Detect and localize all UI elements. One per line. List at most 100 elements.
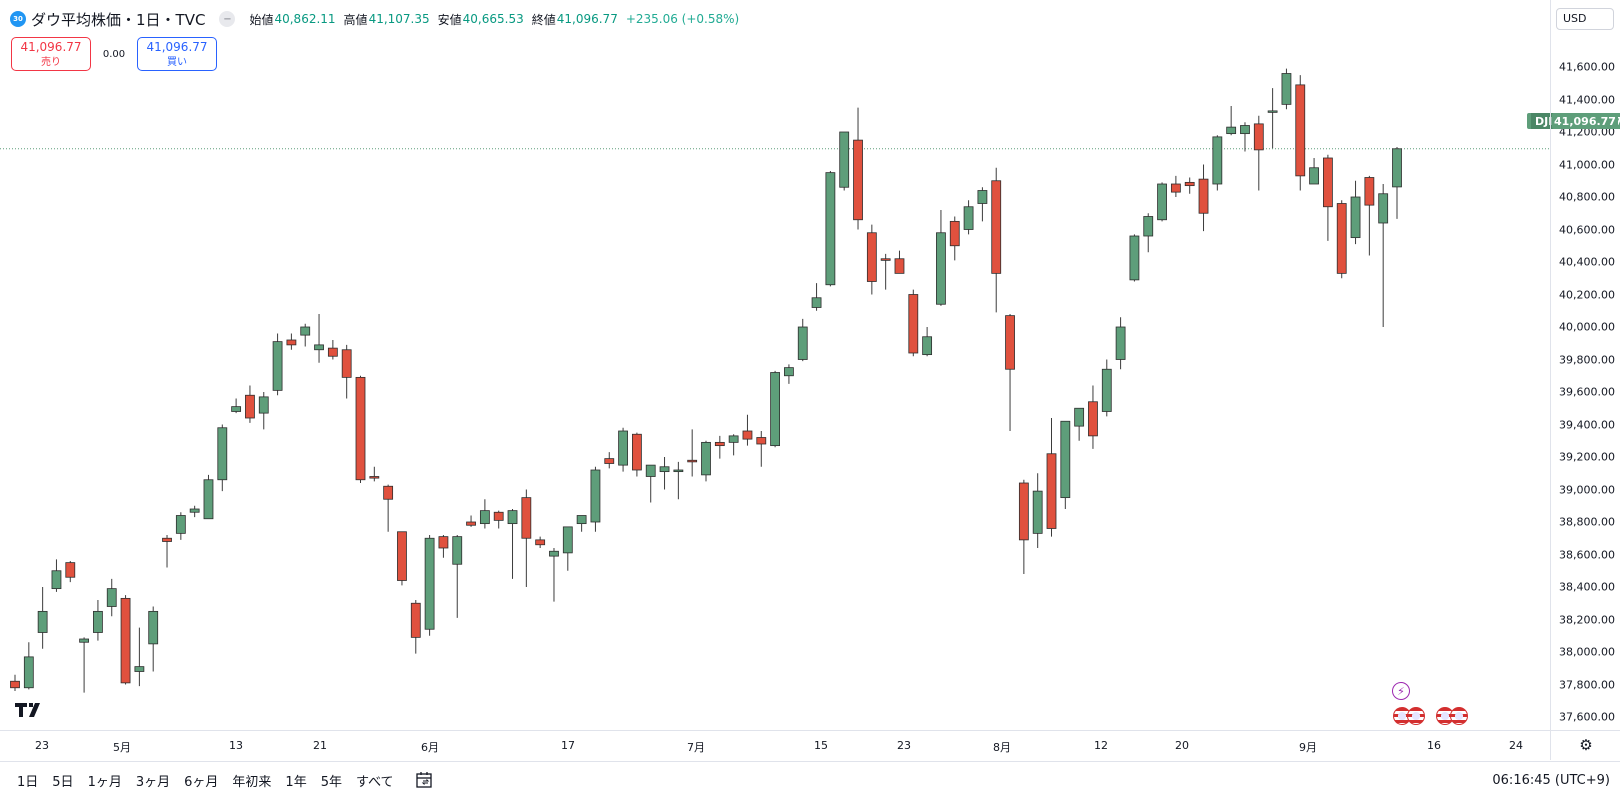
candle-body-up: [1378, 193, 1389, 224]
candle: [1253, 115, 1264, 191]
currency-selector[interactable]: USD: [1556, 8, 1614, 30]
low-value: 40,665.53: [462, 12, 524, 26]
candle-body-down: [714, 441, 725, 447]
candle: [37, 587, 48, 649]
candle-body-up: [37, 610, 48, 633]
candle-body-down: [410, 602, 421, 638]
range-button[interactable]: 年初来: [232, 774, 272, 790]
price-tick-label: 40,000.00: [1559, 320, 1615, 334]
candle-body-up: [797, 326, 808, 360]
candle: [438, 535, 449, 558]
candle-body-down: [1088, 401, 1098, 437]
candle-body-down: [1323, 157, 1333, 208]
candle-body-up: [1115, 326, 1126, 360]
candle: [286, 333, 297, 350]
range-button[interactable]: 5年: [320, 774, 342, 790]
symbol-badge[interactable]: 30: [10, 11, 26, 27]
time-tick-label: 20: [1175, 739, 1189, 752]
candle: [784, 364, 794, 384]
candle-body-up: [1032, 490, 1043, 534]
candle: [756, 431, 767, 467]
candle-body-up: [217, 427, 228, 481]
candle: [618, 427, 628, 472]
candle-body-down: [438, 536, 449, 549]
calendar-range-icon[interactable]: [415, 771, 433, 789]
spread-value: 0.00: [102, 48, 126, 60]
candle-body-up: [134, 666, 145, 672]
bottom-toolbar: 1日 5日 1ヶ月 3ヶ月 6ヶ月 年初来 1年 5年 すべて 06:16:45 (UTC+9): [0, 761, 1620, 798]
candle: [701, 440, 711, 482]
range-button[interactable]: 3ヶ月: [135, 774, 171, 790]
sell-button[interactable]: 41,096.77 売り: [11, 37, 91, 71]
us-flag-event-icon[interactable]: [1450, 707, 1468, 725]
candle: [245, 385, 255, 423]
candle-body-up: [314, 344, 324, 351]
candle: [1226, 106, 1237, 136]
symbol-legend: 30 ダウ平均株価・1日・TVC − 始値 40,862.11 高値 41,10…: [10, 9, 747, 29]
candle-body-up: [175, 515, 186, 534]
open-value: 40,862.11: [274, 12, 336, 26]
candle: [134, 627, 145, 687]
candle-body-up: [825, 172, 836, 286]
range-button[interactable]: すべて: [355, 774, 394, 790]
sell-label: 売り: [41, 57, 61, 68]
candle-body-up: [728, 435, 739, 443]
clock[interactable]: 06:16:45 (UTC+9): [1492, 772, 1610, 788]
candlestick-chart[interactable]: [0, 0, 1550, 730]
candle-body-up: [673, 469, 684, 473]
candle-body-up: [1281, 73, 1292, 105]
candle-body-up: [1240, 125, 1250, 135]
range-button[interactable]: 1年: [285, 774, 307, 790]
candle: [231, 398, 242, 414]
candle: [369, 466, 380, 482]
range-button[interactable]: 1ヶ月: [87, 774, 122, 790]
candle: [1060, 420, 1071, 509]
candle: [797, 318, 808, 362]
time-tick-label: 16: [1427, 739, 1441, 752]
candle-body-up: [51, 570, 62, 590]
price-axis[interactable]: 41,600.00 41,400.00 41,200.00 41,000.00 40,8…: [1550, 0, 1620, 730]
candle: [949, 216, 960, 261]
candle: [1170, 175, 1181, 197]
candle-body-down: [10, 680, 20, 689]
candle-body-up: [106, 588, 117, 607]
lightning-event-icon[interactable]: ⚡: [1392, 682, 1410, 700]
candle: [894, 250, 905, 274]
candle-body-down: [383, 485, 394, 500]
candle-body-up: [1212, 136, 1223, 185]
symbol-title[interactable]: ダウ平均株価・1日・TVC: [31, 10, 206, 29]
time-axis[interactable]: 23 5月 13 21 6月 17 7月 15 23 8月 12 20 9月 16 24: [0, 730, 1550, 760]
eye-toggle-icon[interactable]: −: [219, 11, 236, 27]
candle-body-up: [258, 396, 269, 414]
chart-pane[interactable]: 30 ダウ平均株価・1日・TVC − 始値 40,862.11 高値 41,10…: [0, 0, 1620, 730]
candle-body-down: [880, 258, 891, 261]
candle: [327, 340, 338, 360]
candle-body-down: [493, 511, 504, 521]
candle-body-up: [576, 515, 587, 525]
range-button[interactable]: 5日: [52, 774, 74, 790]
candle: [1378, 184, 1389, 327]
candle: [1309, 158, 1319, 185]
tradingview-logo-icon[interactable]: [15, 702, 45, 721]
close-label: 終値: [531, 12, 556, 27]
candle: [714, 435, 725, 459]
candle: [120, 595, 131, 685]
candle-body-up: [79, 638, 89, 643]
range-button[interactable]: 6ヶ月: [184, 774, 219, 790]
candle-body-down: [949, 220, 960, 247]
time-tick-label: 9月: [1299, 741, 1317, 754]
candle-body-up: [811, 297, 822, 308]
high-value: 41,107.35: [368, 12, 430, 26]
price-tick-label: 41,600.00: [1559, 60, 1615, 74]
gear-icon[interactable]: ⚙: [1579, 736, 1593, 754]
candle: [590, 466, 601, 532]
range-button[interactable]: 1日: [17, 774, 39, 790]
buy-button[interactable]: 41,096.77 買い: [137, 37, 217, 71]
candle: [258, 392, 269, 430]
us-flag-event-icon[interactable]: [1407, 707, 1425, 725]
price-tick-label: 38,000.00: [1559, 645, 1615, 659]
price-tick-label: 38,600.00: [1559, 548, 1615, 561]
candle: [632, 432, 642, 477]
candle: [217, 424, 228, 492]
candle: [397, 531, 407, 586]
